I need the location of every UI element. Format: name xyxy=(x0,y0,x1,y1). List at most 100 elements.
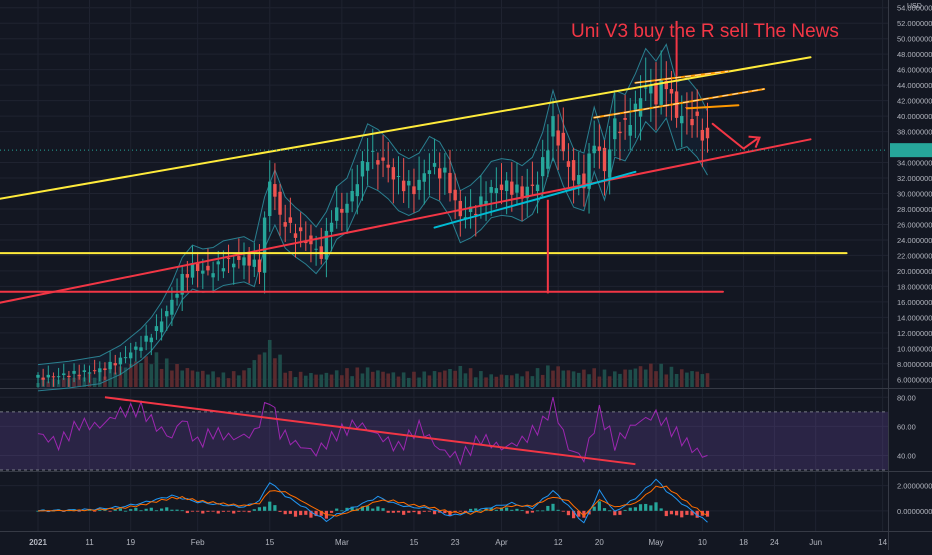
volume-bar xyxy=(654,371,658,387)
candle-body xyxy=(134,346,138,350)
candle-body xyxy=(417,179,421,191)
candle-body xyxy=(566,161,571,167)
volume-bar xyxy=(643,369,648,387)
candle-body xyxy=(329,222,334,232)
time-tick-label: 2021 xyxy=(29,538,47,547)
candle-body xyxy=(551,116,555,137)
candle-body xyxy=(41,377,45,380)
macd-histogram-bar xyxy=(499,507,504,511)
volume-bar xyxy=(211,371,215,387)
macd-histogram-bar xyxy=(196,510,200,512)
macd-histogram-bar xyxy=(664,510,668,517)
macd-histogram-bar xyxy=(417,510,421,515)
volume-bar xyxy=(345,368,349,387)
candle-body xyxy=(237,256,241,260)
macd-histogram-bar xyxy=(299,510,303,516)
candle-body xyxy=(664,80,668,90)
volume-bar xyxy=(535,368,540,387)
volume-bar xyxy=(582,369,586,387)
volume-bar xyxy=(350,376,354,387)
volume-bar xyxy=(329,374,334,387)
macd-histogram-bar xyxy=(93,510,97,512)
candle-body xyxy=(273,184,277,197)
candle-body xyxy=(571,160,576,181)
candle-body xyxy=(36,374,40,378)
macd-histogram-bar xyxy=(129,509,133,511)
candle-body xyxy=(592,145,596,154)
candle-body xyxy=(149,337,153,343)
volume-bar xyxy=(262,352,267,387)
candle-body xyxy=(118,357,123,365)
volume-bar xyxy=(556,366,560,387)
macd-histogram-bar xyxy=(659,508,663,511)
volume-bar xyxy=(206,374,210,387)
candle-body xyxy=(494,188,499,194)
candle-body xyxy=(170,299,174,315)
macd-histogram-bar xyxy=(118,508,122,511)
volume-bar xyxy=(175,363,179,387)
projection-arrow-head xyxy=(748,135,761,148)
annotation-text: Uni V3 buy the R sell The News xyxy=(571,21,839,42)
macd-histogram-bar xyxy=(690,510,694,516)
candle-body xyxy=(535,184,540,192)
candle-body xyxy=(412,186,416,195)
volume-bar xyxy=(314,374,318,387)
volume-bar xyxy=(448,368,452,387)
macd-histogram-bar xyxy=(175,509,179,511)
macd-histogram-bar xyxy=(257,507,262,511)
candle-body xyxy=(365,162,370,171)
macd-histogram-bar xyxy=(623,509,627,511)
volume-bar xyxy=(257,354,262,387)
volume-bar xyxy=(77,375,81,387)
macd-histogram-bar xyxy=(608,510,612,512)
candle-body xyxy=(438,168,442,179)
macd-histogram-bar xyxy=(582,510,586,518)
volume-bar xyxy=(128,364,133,387)
bollinger-lower xyxy=(37,117,708,392)
candle-body xyxy=(474,213,478,216)
volume-bar xyxy=(576,372,581,387)
macd-histogram-bar xyxy=(221,510,225,512)
volume-bar xyxy=(566,370,571,387)
macd-histogram-bar xyxy=(618,510,622,515)
volume-bars xyxy=(36,339,710,387)
volume-bar xyxy=(190,370,195,387)
volume-bar xyxy=(46,381,51,387)
candle-body xyxy=(216,261,220,265)
candle-body xyxy=(618,131,622,134)
macd-histogram-bar xyxy=(597,501,601,511)
macd-histogram-bar xyxy=(644,503,648,511)
candle-body xyxy=(458,200,462,217)
macd-histogram-bar xyxy=(206,510,210,512)
macd-histogram-bar xyxy=(669,510,674,515)
macd-histogram-bar xyxy=(154,510,159,512)
candle-body xyxy=(82,370,87,372)
volume-bar xyxy=(587,374,591,387)
volume-bar xyxy=(164,358,169,387)
volume-bar xyxy=(427,375,432,387)
candle-body xyxy=(391,167,396,180)
candle-body xyxy=(561,132,565,152)
volume-bar xyxy=(674,373,679,387)
candle-body xyxy=(221,268,226,272)
projection-arrow-rise xyxy=(742,137,759,150)
volume-bar xyxy=(669,366,674,387)
candle-body xyxy=(396,175,401,177)
volume-bar xyxy=(370,371,375,387)
wedge-dash xyxy=(594,88,765,119)
macd-histogram-bar xyxy=(366,506,370,511)
volume-bar xyxy=(242,370,246,387)
candle-body xyxy=(628,124,632,136)
candle-body xyxy=(607,149,612,178)
candle-body xyxy=(541,157,545,177)
volume-bar xyxy=(365,367,370,387)
